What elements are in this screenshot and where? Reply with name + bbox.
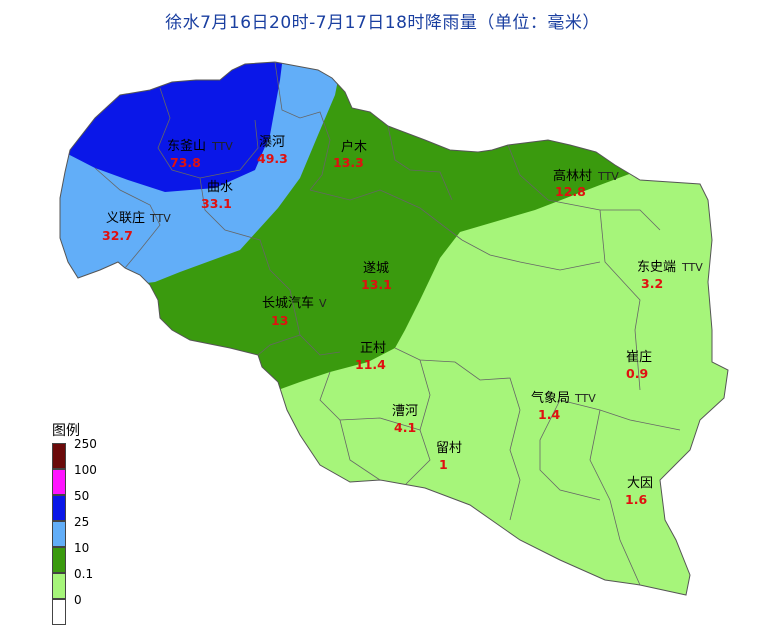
station-value: 13.3 bbox=[333, 155, 364, 170]
legend-label: 100 bbox=[74, 463, 97, 477]
legend-item: 250 bbox=[52, 437, 97, 469]
station-value: 1.6 bbox=[625, 492, 647, 507]
station-name: 漕河 bbox=[392, 404, 418, 419]
station-name: 正村 bbox=[360, 341, 386, 356]
legend-swatch bbox=[52, 547, 66, 573]
station-value: 13.1 bbox=[361, 277, 392, 292]
legend-label: 25 bbox=[74, 515, 90, 529]
station-mark: TTV bbox=[211, 140, 233, 153]
station-name: 曲水 bbox=[207, 180, 233, 195]
legend-label: 0.1 bbox=[74, 567, 94, 581]
station-name: 遂城 bbox=[363, 261, 389, 276]
station-value: 1 bbox=[439, 457, 448, 472]
station-value: 3.2 bbox=[641, 276, 663, 291]
station-name: 义联庄 bbox=[106, 210, 145, 226]
station-name: 留村 bbox=[436, 441, 462, 456]
legend-item: 50 bbox=[52, 489, 89, 521]
legend-swatch bbox=[52, 495, 66, 521]
station-value: 4.1 bbox=[394, 420, 416, 435]
county-boundary bbox=[59, 61, 729, 596]
station-value: 32.7 bbox=[102, 228, 133, 243]
station-value: 12.8 bbox=[555, 184, 586, 199]
legend-swatch bbox=[52, 443, 66, 469]
station-mark: V bbox=[319, 297, 327, 310]
station-value: 49.3 bbox=[257, 151, 288, 166]
station-value: 11.4 bbox=[355, 357, 386, 372]
legend-label: 0 bbox=[74, 593, 82, 607]
map-legend: 图例 250 100 50 25 10 0.1 0 bbox=[52, 420, 97, 625]
station-name: 长城汽车 bbox=[262, 295, 314, 311]
station-value: 73.8 bbox=[170, 155, 201, 170]
station-mark: TTV bbox=[574, 392, 596, 405]
station-mark: TTV bbox=[597, 170, 619, 183]
station-value: 0.9 bbox=[626, 366, 648, 381]
legend-swatch bbox=[52, 573, 66, 599]
legend-list: 250 100 50 25 10 0.1 0 bbox=[52, 437, 97, 625]
legend-item: 0.1 bbox=[52, 567, 93, 599]
legend-item: 100 bbox=[52, 463, 97, 495]
legend-swatch bbox=[52, 469, 66, 495]
legend-item: 0 bbox=[52, 593, 82, 625]
station-mark: TTV bbox=[681, 261, 703, 274]
legend-item: 25 bbox=[52, 515, 89, 547]
station-name: 东史端 bbox=[637, 260, 676, 275]
legend-label: 250 bbox=[74, 437, 97, 451]
station-name: 崔庄 bbox=[626, 349, 652, 365]
legend-label: 50 bbox=[74, 489, 90, 503]
station-name: 高林村 bbox=[553, 168, 592, 184]
station-name: 瀑河 bbox=[259, 135, 285, 150]
township-boundaries bbox=[94, 62, 681, 586]
station-name: 东釜山 bbox=[167, 139, 206, 154]
station-value: 1.4 bbox=[538, 407, 560, 422]
legend-title: 图例 bbox=[52, 423, 80, 439]
station-value: 13 bbox=[271, 313, 288, 328]
legend-item: 10 bbox=[52, 541, 89, 573]
station-value: 33.1 bbox=[201, 196, 232, 211]
map-title: 徐水7月16日20时-7月17日18时降雨量（单位：毫米） bbox=[165, 13, 600, 33]
station-name: 大因 bbox=[627, 476, 653, 491]
legend-label: 10 bbox=[74, 541, 90, 555]
zone-50-100 bbox=[60, 62, 290, 192]
legend-swatch bbox=[52, 599, 66, 625]
station-mark: TTV bbox=[149, 212, 171, 225]
station-name: 户木 bbox=[341, 139, 367, 155]
station-labels: 东釜山 TTV 73.8 瀑河 49.3 户木 13.3 高林村 TTV 12.… bbox=[102, 135, 703, 507]
legend-swatch bbox=[52, 521, 66, 547]
station-name: 气象局 bbox=[531, 390, 570, 406]
